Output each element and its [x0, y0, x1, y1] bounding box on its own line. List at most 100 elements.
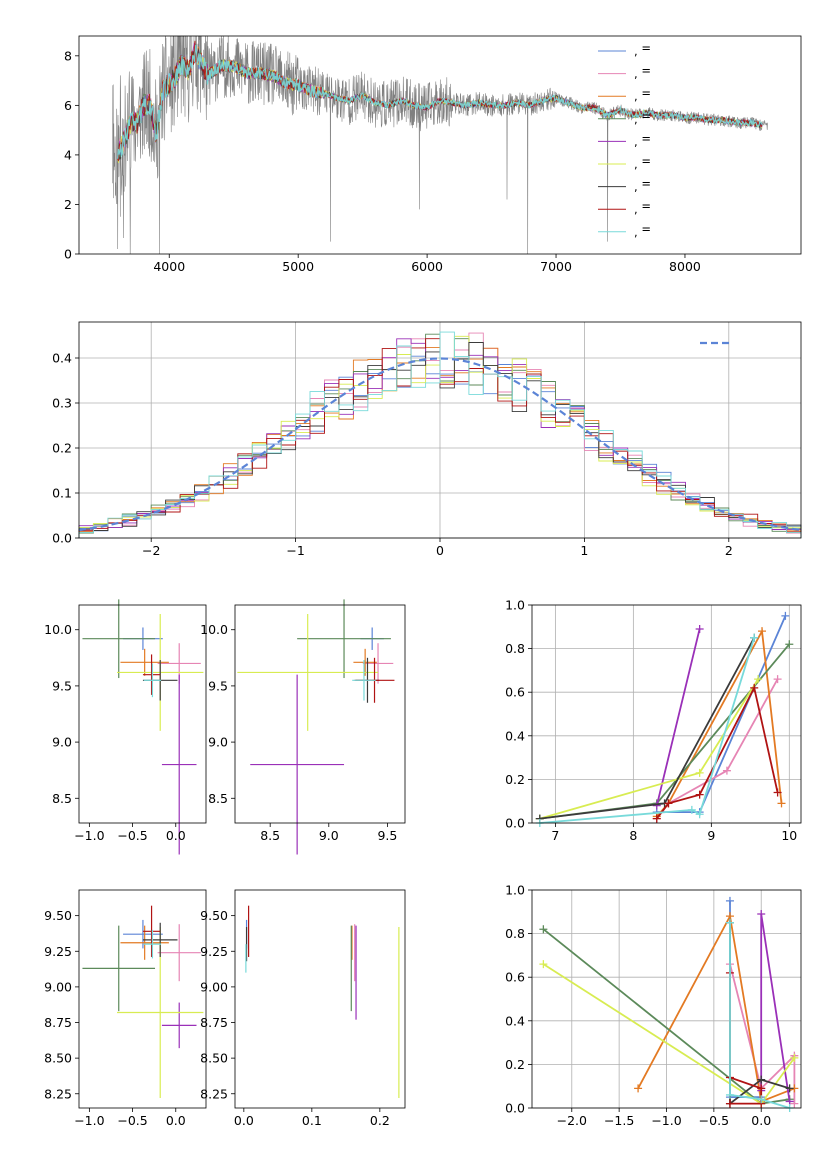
weight-marker: [790, 1099, 799, 1108]
axes-frame: [531, 604, 802, 824]
legend-label: , =: [634, 64, 651, 81]
legend-sep: ,: [634, 67, 641, 81]
error-bar-point: [250, 674, 345, 855]
legend-eq: =: [641, 86, 651, 100]
error-bar-point: [120, 648, 169, 676]
error-bar-point: [82, 599, 156, 679]
error-bar-point: [352, 660, 376, 701]
x-tick-label: 0.0: [166, 1113, 186, 1128]
x-tick-label: 8000: [669, 259, 701, 274]
weight-marker: [785, 640, 794, 649]
y-tick-label: 9.0: [208, 735, 228, 750]
weight-marker: [725, 1099, 734, 1108]
error-bar-point: [143, 663, 162, 698]
x-tick-label: −2.0: [557, 1113, 587, 1128]
legend-sep: ,: [634, 44, 641, 58]
plot-area: [245, 905, 400, 1099]
x-tick-label: −0.5: [117, 1113, 147, 1128]
plot-area: [535, 611, 794, 827]
x-tick-label: 0.0: [166, 828, 186, 843]
weight-marker: [757, 1095, 766, 1104]
x-tick-label: 4000: [153, 259, 185, 274]
x-tick-label: 9.0: [319, 828, 339, 843]
x-tick-label: 0.1: [302, 1113, 322, 1128]
legend-eq: =: [641, 222, 651, 236]
weight-marker: [539, 960, 548, 969]
error-bar-point: [82, 925, 156, 1012]
error-bar-point: [142, 905, 161, 957]
y-tick-label: 8.50: [200, 1051, 228, 1066]
error-bar-point: [143, 929, 162, 959]
y-tick-label: 9.00: [200, 979, 228, 994]
chart-age-vs-mass: 8.5 9.0 9.5 8.5 9.0 9.5 10.0: [200, 599, 406, 855]
y-tick-label: 9.25: [44, 944, 72, 959]
x-tick-label: −1.0: [651, 1113, 681, 1128]
weight-series: [535, 675, 763, 823]
legend-eq: =: [641, 109, 651, 123]
weight-marker: [777, 799, 786, 808]
plot-area: [237, 599, 395, 855]
axes-frame: [78, 604, 207, 824]
x-tick-label: 10: [781, 828, 797, 843]
x-tick-label: 1: [580, 543, 588, 558]
plot-area: [539, 896, 799, 1112]
weight-marker: [757, 1084, 766, 1093]
legend-eq: =: [641, 177, 651, 191]
y-tick-label: 9.50: [44, 908, 72, 923]
y-tick-label: 0.8: [505, 926, 525, 941]
y-tick-label: 9.5: [208, 678, 228, 693]
legend-sep: ,: [634, 112, 641, 126]
y-tick-label: 0.0: [52, 531, 72, 546]
y-tick-label: 1.0: [505, 598, 525, 613]
weight-marker: [785, 1084, 794, 1093]
y-tick-label: 0.4: [505, 1013, 525, 1028]
y-tick-label: 0.2: [52, 441, 72, 456]
y-tick-label: 0.0: [505, 816, 525, 831]
weight-marker: [750, 633, 759, 642]
weight-marker: [539, 925, 548, 934]
chart-weight-vs-age: 7 8 9 10 0.0 0.2 0.4 0.6 0.8 1.0: [505, 598, 802, 843]
legend-eq: =: [641, 131, 651, 145]
y-tick-label: 9.00: [44, 979, 72, 994]
x-tick-label: 5000: [282, 259, 314, 274]
y-tick-label: 8.25: [44, 1086, 72, 1101]
weight-marker: [725, 918, 734, 927]
weight-series: [652, 611, 790, 817]
weight-marker: [687, 805, 696, 814]
legend-label: , =: [634, 222, 651, 239]
x-tick-label: 2: [725, 543, 733, 558]
legend-sep: ,: [634, 225, 641, 239]
y-tick-label: 8.75: [44, 1015, 72, 1030]
error-bar-point: [123, 919, 163, 949]
x-tick-label: −1.5: [604, 1113, 634, 1128]
y-tick-label: 0.3: [52, 396, 72, 411]
legend-label: , =: [634, 86, 651, 103]
weight-series: [535, 633, 759, 823]
x-tick-label: 8.5: [260, 828, 280, 843]
y-tick-label: 0.6: [505, 970, 525, 985]
weight-series: [535, 633, 759, 827]
x-tick-label: 9: [707, 828, 715, 843]
y-tick-label: 6: [64, 98, 72, 113]
legend-label: , =: [634, 154, 651, 171]
x-tick-label: 0.2: [370, 1113, 390, 1128]
axes-frame: [234, 604, 406, 824]
weight-line: [655, 628, 701, 806]
y-tick-label: 0.2: [505, 772, 525, 787]
plot-area: [78, 331, 802, 538]
weight-marker: [757, 909, 766, 918]
weight-line: [729, 963, 796, 1104]
weight-series: [757, 909, 794, 1106]
chart-weight-vs-z: −2.0 −1.5 −1.0 −0.5 0.0 0.0 0.2 0.4 0.6 0.8 1.0: [505, 883, 802, 1128]
y-tick-label: 9.50: [200, 908, 228, 923]
error-bar-point: [161, 674, 197, 855]
legend-sep: ,: [634, 89, 641, 103]
y-tick-label: 8.75: [200, 1015, 228, 1030]
weight-series: [652, 683, 782, 823]
y-tick-label: 2: [64, 197, 72, 212]
chart-age-vs-z: −1.0 −0.5 0.0 8.5 9.0 9.5 10.0: [44, 599, 207, 855]
weight-marker: [652, 814, 661, 823]
weight-marker: [757, 1075, 766, 1084]
